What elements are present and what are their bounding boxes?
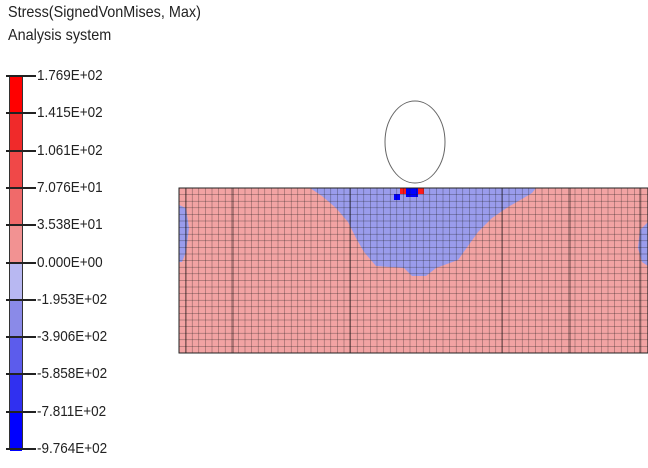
legend-tick [6, 448, 36, 450]
legend-value-label: -9.764E+02 [37, 440, 108, 457]
indenter-circle [384, 100, 446, 184]
result-title: Stress(SignedVonMises, Max) [8, 4, 201, 21]
legend-color-band [10, 77, 22, 116]
legend-tick [6, 298, 36, 301]
legend-value-label: -7.811E+02 [37, 402, 107, 420]
legend-color-band [10, 188, 22, 228]
legend-color-band [10, 151, 22, 190]
legend-value-label: -1.953E+02 [37, 290, 108, 308]
legend-tick [6, 75, 36, 77]
legend-value-label: 3.538E+01 [37, 216, 103, 234]
peak-tension-cell [418, 188, 424, 194]
legend-value-label: 0.000E+00 [37, 253, 103, 271]
element-boundaries [185, 188, 641, 353]
legend-color-band [10, 263, 22, 302]
legend-color-band [10, 375, 22, 414]
legend-value-label: 7.076E+01 [37, 178, 103, 196]
legend-tick [6, 261, 36, 264]
legend-value-label: -3.906E+02 [37, 328, 108, 346]
legend-tick [6, 373, 36, 376]
peak-compression-cell [406, 188, 418, 197]
legend-color-band [10, 338, 22, 377]
peak-tension-cell [400, 188, 406, 194]
legend-color-band [10, 114, 22, 153]
legend-value-label: 1.061E+02 [37, 141, 103, 159]
legend-color-band [10, 412, 22, 451]
legend-tick [6, 336, 36, 339]
legend-tick [6, 186, 36, 189]
coordinate-system-label: Analysis system [8, 27, 112, 44]
legend-value-label: -5.858E+02 [37, 365, 108, 383]
legend-color-band [10, 226, 22, 265]
legend-value-label: 1.415E+02 [37, 104, 103, 122]
legend-color-band [10, 300, 22, 340]
legend-tick [6, 149, 36, 152]
legend-tick [6, 112, 36, 115]
legend-tick [6, 224, 36, 227]
legend-value-label: 1.769E+02 [37, 67, 103, 84]
model-outline [178, 187, 648, 354]
legend-tick [6, 410, 36, 413]
